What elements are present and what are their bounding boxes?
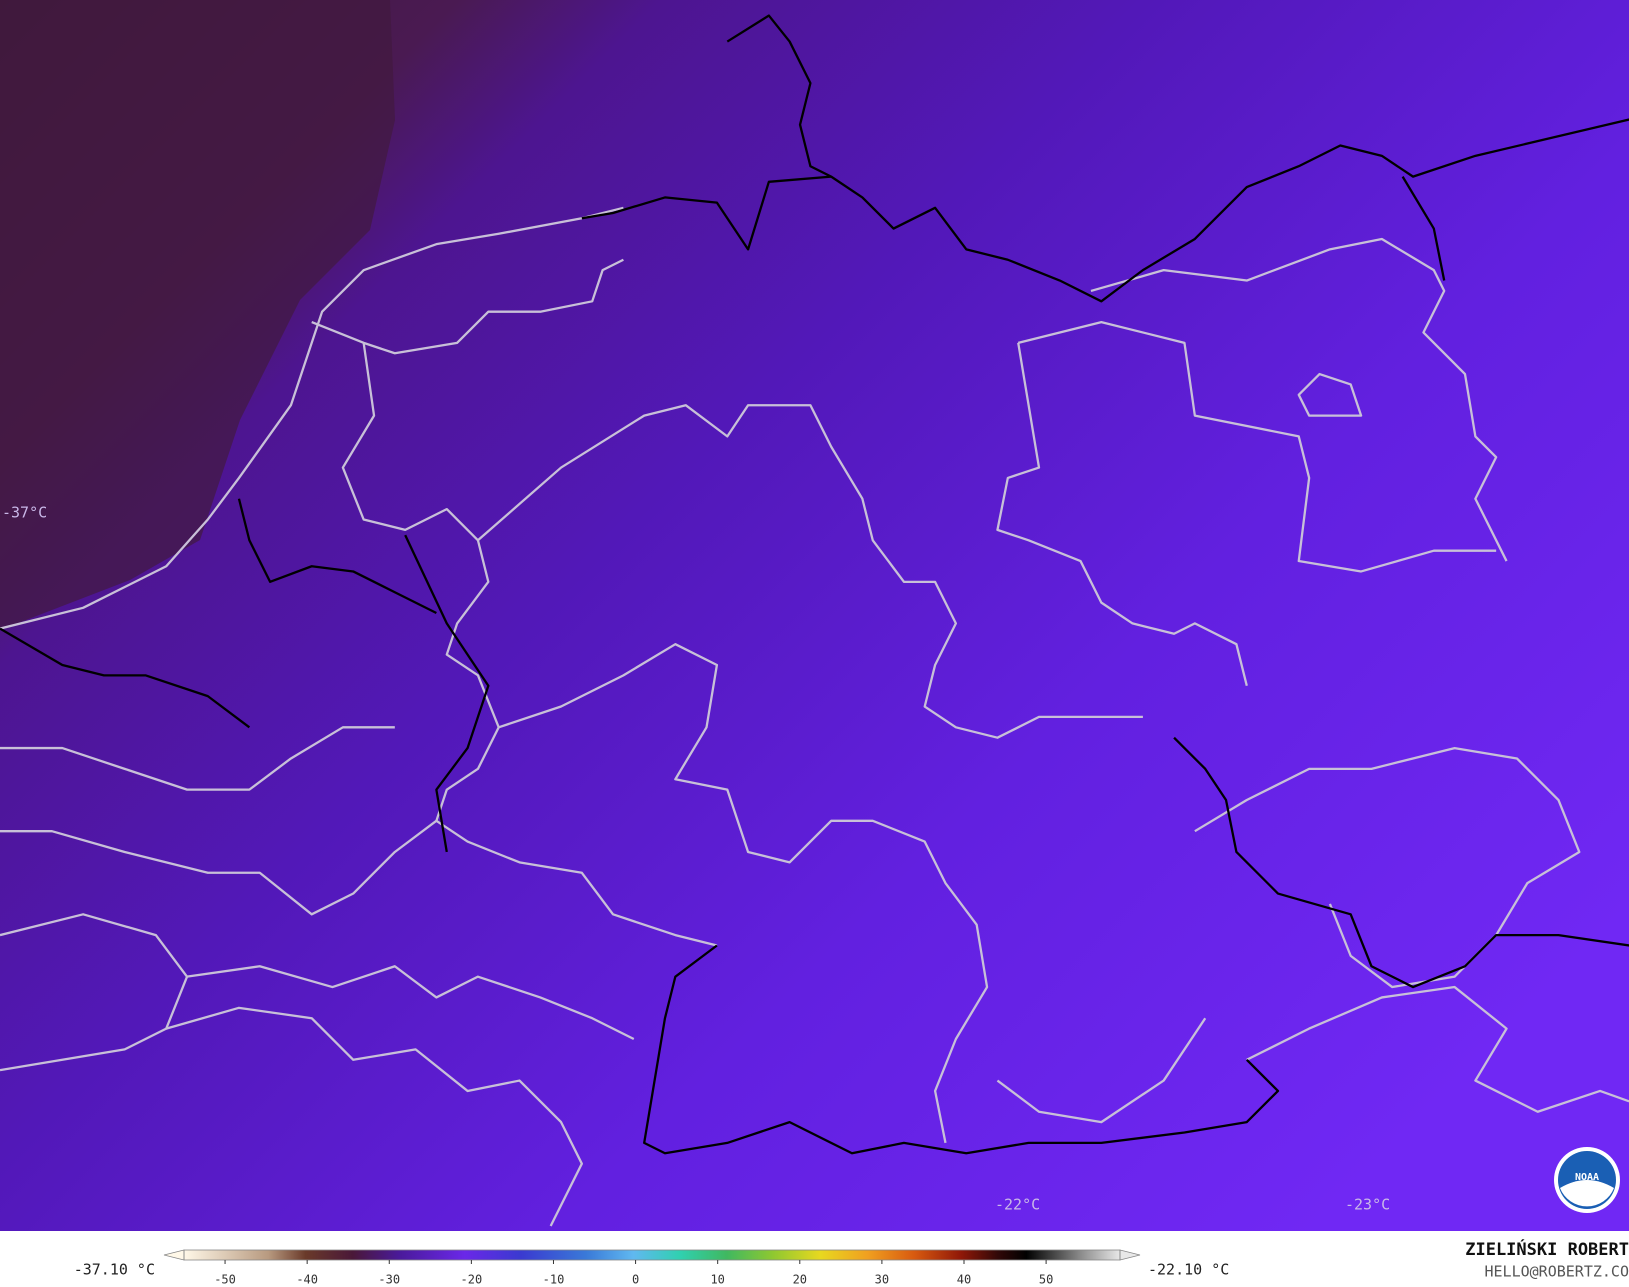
colorbar-tick-label: 40 [957,1273,971,1287]
colorbar-end [163,1249,185,1261]
cold-region [0,0,395,630]
colorbar-tick-label: -10 [543,1273,565,1287]
colorbar-max: -22.10 °C [1148,1261,1229,1279]
map: -37°C -22°C -23°C NOAA [0,0,1629,1231]
colorbar-tick-label: 30 [875,1273,889,1287]
colorbar-tick-label: 10 [710,1273,724,1287]
colorbar-tick-label: -20 [461,1273,483,1287]
colorbar-frame [183,1249,1121,1261]
colorbar: -37.10 °C -22.10 °C -50 -40 -30 -20 -10 0 10 20… [74,1249,1229,1287]
logo-text: NOAA [1575,1172,1599,1183]
credit-author: ZIELIŃSKI ROBERT [1465,1238,1629,1260]
colorbar-tick-label: -30 [378,1273,400,1287]
colorbar-end [1119,1249,1141,1261]
colorbar-tick-label: 50 [1039,1273,1053,1287]
logo-wave [1560,1180,1614,1207]
colorbar-min: -37.10 °C [74,1261,155,1279]
credit-email: HELLO@ROBERTZ.CO [1485,1263,1629,1281]
borders [0,14,1629,1227]
map-label: -22°C [995,1196,1040,1214]
map-label: -37°C [2,504,47,522]
logo: NOAA [1554,1147,1620,1213]
colorbar-tick-label: -40 [296,1273,318,1287]
colorbar-tick-label: 20 [793,1273,807,1287]
colorbar-gradient [184,1250,1120,1260]
colorbar-tick-label: 0 [632,1273,639,1287]
colorbar-tick-label: -50 [214,1273,236,1287]
map-label: -23°C [1345,1196,1390,1214]
